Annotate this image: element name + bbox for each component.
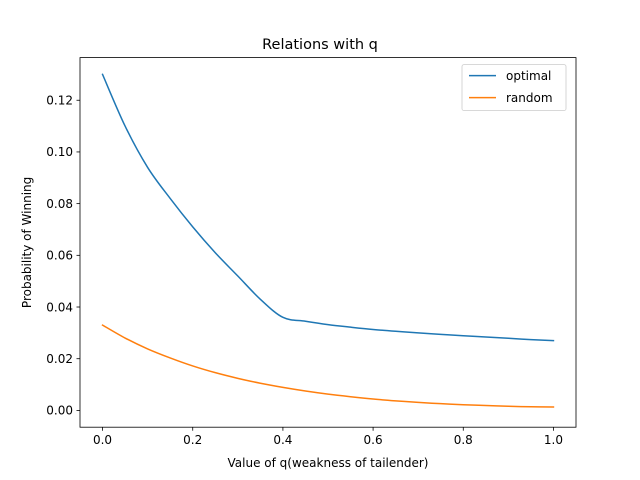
x-axis-label: Value of q(weakness of tailender) (228, 456, 429, 470)
y-tick-label: 0.02 (46, 352, 73, 366)
y-tick-label: 0.06 (46, 249, 73, 263)
y-tick-label: 0.10 (46, 145, 73, 159)
y-tick-label: 0.08 (46, 197, 73, 211)
y-tick-label: 0.04 (46, 300, 73, 314)
axes-frame (79, 57, 577, 428)
x-tick-label: 0.4 (273, 433, 292, 447)
x-tick-label: 0.6 (364, 433, 383, 447)
chart-title: Relations with q (262, 37, 378, 53)
series-layer (101, 73, 555, 408)
y-axis-label: Probability of Winning (20, 177, 34, 308)
legend: optimal random (461, 64, 567, 111)
legend-label-random: random (506, 91, 553, 105)
y-tick-label: 0.00 (46, 404, 73, 418)
series-line-random (101, 324, 555, 408)
x-tick-label: 0.0 (93, 433, 112, 447)
y-axis-ticks: 0.00 0.02 0.04 0.06 0.08 0.10 0.12 (46, 94, 80, 418)
legend-label-optimal: optimal (506, 69, 551, 83)
x-tick-label: 1.0 (544, 433, 563, 447)
x-tick-label: 0.2 (183, 433, 202, 447)
x-axis-ticks: 0.0 0.2 0.4 0.6 0.8 1.0 (93, 427, 563, 447)
series-line-optimal (101, 73, 555, 342)
x-tick-label: 0.8 (454, 433, 473, 447)
y-tick-label: 0.12 (46, 94, 73, 108)
